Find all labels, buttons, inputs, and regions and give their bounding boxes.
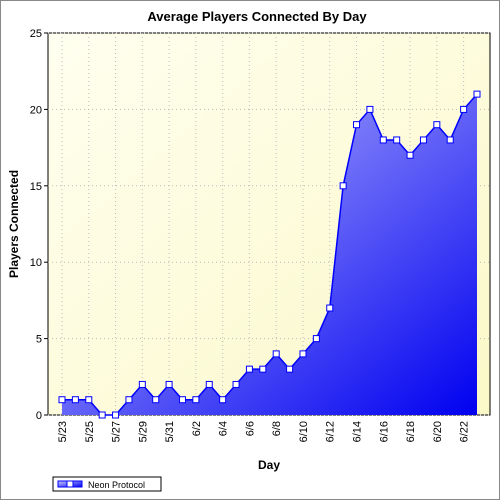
y-tick-label: 25 [30,28,42,40]
x-axis-label: Day [258,458,280,472]
marker [326,304,334,312]
legend: Neon Protocol [52,476,162,492]
marker [125,396,133,404]
y-tick-label: 0 [36,410,42,422]
marker [272,350,280,358]
marker [165,380,173,388]
marker [433,121,441,129]
marker [152,396,160,404]
x-tick-label: 5/31 [164,421,176,442]
x-tick-label: 5/27 [111,421,123,442]
marker [232,380,240,388]
marker [366,105,374,113]
area [62,94,477,416]
x-tick-label: 6/22 [459,421,471,442]
x-tick-label: 6/18 [405,421,417,442]
y-tick-label: 20 [30,104,42,116]
marker [379,136,387,144]
x-tick-label: 6/20 [432,421,444,442]
marker [339,182,347,190]
marker [259,365,267,373]
marker [205,380,213,388]
legend-label: Neon Protocol [88,480,145,490]
marker [192,396,200,404]
marker [299,350,307,358]
marker [138,380,146,388]
x-tick-label: 6/12 [325,421,337,442]
marker [393,136,401,144]
x-tick-label: 6/4 [218,421,230,436]
marker [406,151,414,159]
chart-title: Average Players Connected By Day [147,9,367,24]
marker [98,411,106,419]
marker [219,396,227,404]
marker [71,396,79,404]
y-tick-label: 10 [30,257,42,269]
marker [473,90,481,98]
marker [245,365,253,373]
marker [286,365,294,373]
marker [85,396,93,404]
x-tick-label: 6/6 [244,421,256,436]
marker [112,411,120,419]
x-tick-label: 5/23 [57,421,69,442]
marker [178,396,186,404]
x-tick-label: 6/10 [298,421,310,442]
x-tick-label: 5/29 [137,421,149,442]
x-tick-label: 6/16 [378,421,390,442]
x-tick-label: 6/8 [271,421,283,436]
x-tick-label: 6/2 [191,421,203,436]
marker [312,335,320,343]
y-axis-label: Players Connected [7,170,21,278]
marker [353,121,361,129]
x-tick-label: 5/25 [84,421,96,442]
marker [58,396,66,404]
marker [419,136,427,144]
legend-marker [66,480,74,488]
marker [460,105,468,113]
y-tick-label: 5 [36,334,42,346]
x-tick-label: 6/14 [352,421,364,442]
marker [446,136,454,144]
y-tick-label: 15 [30,181,42,193]
